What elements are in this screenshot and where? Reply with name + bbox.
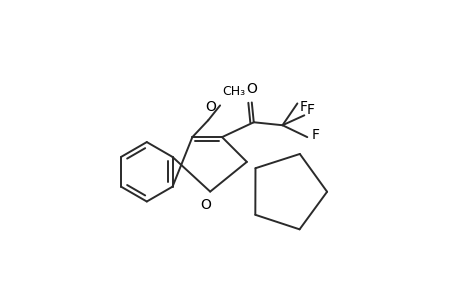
Text: F: F xyxy=(299,100,307,114)
Text: F: F xyxy=(311,128,319,142)
Text: CH₃: CH₃ xyxy=(222,85,245,98)
Text: O: O xyxy=(246,82,257,95)
Text: F: F xyxy=(306,103,313,117)
Text: O: O xyxy=(205,100,216,114)
Text: O: O xyxy=(199,198,210,212)
